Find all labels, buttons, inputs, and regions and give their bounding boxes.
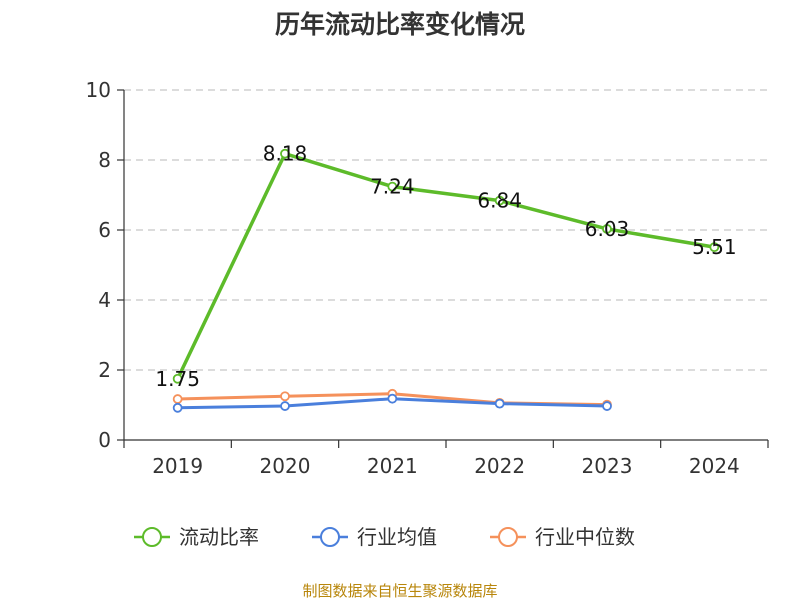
source-note: 制图数据来自恒生聚源数据库 xyxy=(302,582,497,600)
legend-marker xyxy=(142,527,162,547)
data-point[interactable] xyxy=(709,242,720,253)
data-point[interactable] xyxy=(494,398,505,409)
x-tick-label: 2020 xyxy=(260,454,311,478)
data-labels: 1.75 8.18 7.24 6.84 6.03 5.51 xyxy=(155,142,736,391)
data-label: 6.03 xyxy=(585,217,630,241)
grid xyxy=(124,89,768,371)
legend-label: 行业均值 xyxy=(357,525,437,549)
y-tick-label: 2 xyxy=(98,358,111,382)
series-line xyxy=(175,151,717,381)
data-label: 1.75 xyxy=(155,367,200,391)
x-tick-label: 2022 xyxy=(474,454,525,478)
data-label: 5.51 xyxy=(692,235,737,259)
data-point[interactable] xyxy=(172,402,183,413)
data-label: 6.84 xyxy=(477,189,522,213)
data-point[interactable] xyxy=(280,148,290,159)
y-tick-label: 0 xyxy=(98,428,111,452)
legend-item-3[interactable]: 行业中位数 xyxy=(490,525,635,549)
data-label: 7.24 xyxy=(370,175,415,199)
x-tick-label: 2019 xyxy=(152,454,203,478)
data-label: 8.18 xyxy=(263,142,308,166)
legend-label: 行业中位数 xyxy=(535,525,635,549)
legend-label: 流动比率 xyxy=(179,525,259,549)
y-tick-label: 4 xyxy=(98,288,111,312)
y-tick-label: 8 xyxy=(98,148,111,172)
series-1 xyxy=(172,148,720,384)
data-point[interactable] xyxy=(602,401,612,411)
data-point[interactable] xyxy=(172,373,183,384)
data-point[interactable] xyxy=(602,224,612,234)
x-tick-label: 2021 xyxy=(367,454,418,478)
chart-title: 历年流动比率变化情况 xyxy=(275,10,525,39)
legend-item-2[interactable]: 行业均值 xyxy=(312,525,437,549)
series-2 xyxy=(172,393,612,413)
data-point[interactable] xyxy=(387,181,398,192)
data-point[interactable] xyxy=(494,195,505,206)
data-point[interactable] xyxy=(280,391,290,402)
x-tick-label: 2023 xyxy=(582,454,633,478)
x-tick-label: 2024 xyxy=(689,454,740,478)
series-layer xyxy=(172,148,720,413)
y-tick-label: 10 xyxy=(86,78,111,102)
y-tick-label: 6 xyxy=(98,218,111,242)
axes: 0 2 4 6 8 10 2019 2020 2021 2022 2023 2024 xyxy=(86,78,769,478)
legend-marker xyxy=(498,527,518,547)
legend-marker xyxy=(320,527,340,547)
data-point[interactable] xyxy=(280,401,290,411)
data-point[interactable] xyxy=(387,393,398,404)
data-point[interactable] xyxy=(172,394,183,404)
legend: 流动比率 行业均值 行业中位数 xyxy=(134,525,635,549)
legend-item-1[interactable]: 流动比率 xyxy=(134,525,259,549)
